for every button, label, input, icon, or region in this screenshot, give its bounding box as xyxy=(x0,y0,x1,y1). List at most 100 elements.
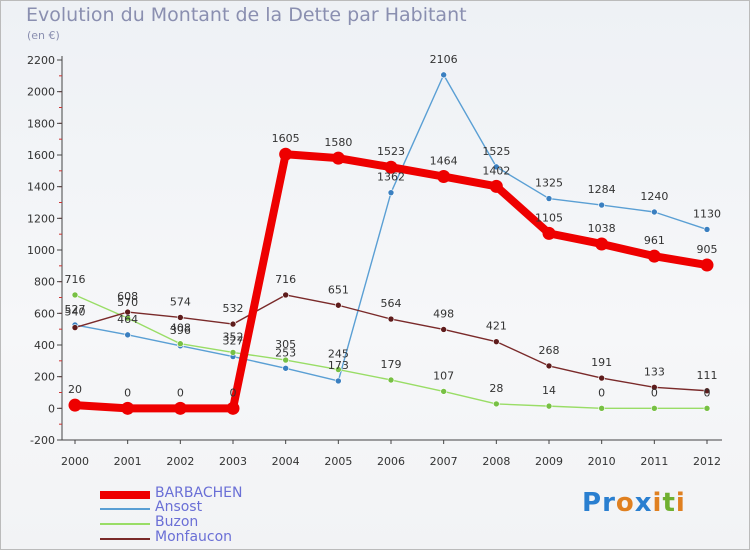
data-label: 905 xyxy=(697,243,718,256)
data-label: 1325 xyxy=(535,177,563,190)
data-point-monfaucon xyxy=(493,338,500,345)
data-label: 245 xyxy=(328,348,349,361)
logo-letter: i xyxy=(675,488,686,518)
data-label: 0 xyxy=(651,386,658,399)
data-label: 14 xyxy=(542,384,556,397)
data-label: 20 xyxy=(68,383,82,396)
data-label: 1464 xyxy=(430,155,458,168)
data-point-buzon xyxy=(71,291,79,299)
data-label: 0 xyxy=(230,386,237,399)
data-label: 464 xyxy=(117,313,138,326)
data-label: 574 xyxy=(170,295,191,308)
data-label: 179 xyxy=(381,358,402,371)
data-point-monfaucon xyxy=(282,291,289,299)
data-point-ansost xyxy=(651,208,658,216)
data-label: 532 xyxy=(223,302,244,315)
data-point-ansost xyxy=(703,226,711,233)
data-label: 173 xyxy=(328,359,349,372)
data-label: 961 xyxy=(644,234,665,247)
data-label: 327 xyxy=(223,335,244,348)
x-tick-label: 2007 xyxy=(430,455,458,468)
logo-letter: o xyxy=(615,488,635,518)
y-tick-label: 1800 xyxy=(27,117,55,130)
data-point-monfaucon xyxy=(71,324,79,331)
data-point-buzon xyxy=(545,402,553,410)
data-point-barbachen xyxy=(173,401,187,415)
data-point-monfaucon xyxy=(703,387,711,395)
data-point-ansost xyxy=(440,71,447,79)
data-label: 0 xyxy=(598,386,605,399)
data-point-monfaucon xyxy=(545,362,553,370)
data-label: 570 xyxy=(117,296,138,309)
data-point-ansost xyxy=(282,364,289,372)
data-label: 111 xyxy=(697,369,718,382)
data-point-monfaucon xyxy=(229,320,237,328)
x-tick-label: 2012 xyxy=(693,455,721,468)
data-point-monfaucon xyxy=(598,374,605,382)
data-point-buzon xyxy=(440,388,447,395)
y-tick-label: 200 xyxy=(34,371,55,384)
logo-letter: r xyxy=(602,488,616,518)
data-label: 268 xyxy=(539,344,560,357)
y-tick-label: 400 xyxy=(34,339,55,352)
data-point-barbachen xyxy=(279,147,293,161)
data-point-monfaucon xyxy=(440,326,447,333)
y-tick-label: 2200 xyxy=(27,54,55,67)
data-point-buzon xyxy=(598,405,605,412)
data-point-monfaucon xyxy=(177,314,184,321)
data-point-barbachen xyxy=(595,237,609,251)
legend-swatch xyxy=(100,523,150,525)
data-point-barbachen xyxy=(700,258,714,272)
data-label: 1605 xyxy=(272,132,300,145)
data-label: 716 xyxy=(275,273,296,286)
data-point-buzon xyxy=(651,405,658,412)
data-label: 0 xyxy=(704,386,711,399)
data-label: 1525 xyxy=(482,145,510,158)
data-label: 564 xyxy=(381,297,402,310)
legend-item-ansost: Ansost xyxy=(100,499,202,516)
legend-swatch xyxy=(100,491,150,499)
data-label: 1240 xyxy=(640,190,668,203)
data-point-buzon xyxy=(703,405,711,412)
chart-subtitle: (en €) xyxy=(27,29,60,42)
data-point-ansost xyxy=(493,163,500,171)
data-point-ansost xyxy=(335,377,342,385)
data-point-barbachen xyxy=(384,160,398,174)
x-tick-label: 2004 xyxy=(272,455,300,468)
legend-item-barbachen: BARBACHEN xyxy=(100,485,242,502)
data-label: 421 xyxy=(486,320,507,333)
y-tick-label: 0 xyxy=(48,402,55,415)
legend-swatch xyxy=(100,508,150,510)
data-label: 352 xyxy=(223,330,244,343)
data-label: 0 xyxy=(177,386,184,399)
data-point-monfaucon xyxy=(651,383,658,391)
data-label: 1130 xyxy=(693,207,721,220)
data-point-monfaucon xyxy=(387,315,395,323)
data-label: 1402 xyxy=(482,164,510,177)
data-label: 133 xyxy=(644,365,665,378)
data-point-barbachen xyxy=(68,398,82,412)
data-label: 253 xyxy=(275,346,296,359)
data-label: 527 xyxy=(65,303,86,316)
data-label: 1580 xyxy=(324,136,352,149)
data-label: 2106 xyxy=(430,53,458,66)
legend-label: Monfaucon xyxy=(155,529,233,545)
y-tick-label: 1400 xyxy=(27,181,55,194)
legend-swatch xyxy=(100,538,150,540)
y-tick-label: 600 xyxy=(34,307,55,320)
data-label: 191 xyxy=(591,356,612,369)
x-tick-label: 2005 xyxy=(324,455,352,468)
y-tick-label: 1000 xyxy=(27,244,55,257)
data-point-buzon xyxy=(335,366,342,373)
y-tick-label: 1600 xyxy=(27,149,55,162)
x-tick-label: 2003 xyxy=(219,455,247,468)
data-point-ansost xyxy=(545,195,553,202)
data-label: 1362 xyxy=(377,171,405,184)
data-point-barbachen xyxy=(121,401,135,415)
x-tick-label: 2011 xyxy=(640,455,668,468)
data-point-buzon xyxy=(493,400,500,408)
data-point-barbachen xyxy=(226,401,240,415)
data-point-ansost xyxy=(124,331,131,339)
logo-letter: P xyxy=(582,488,603,518)
x-tick-label: 2009 xyxy=(535,455,563,468)
